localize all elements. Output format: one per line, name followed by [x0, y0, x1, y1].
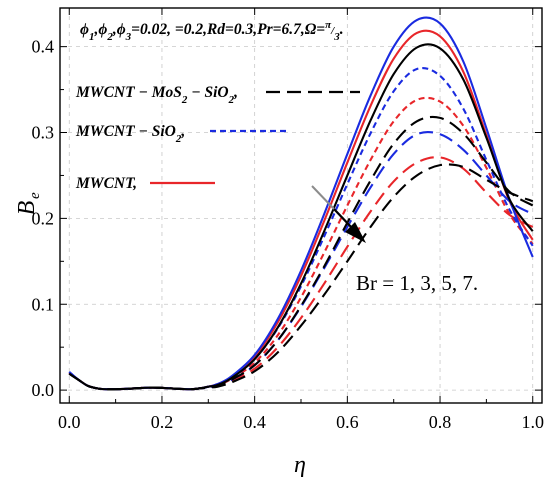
x-tick-label: 0.2 [151, 412, 174, 432]
legend-label-3: MWCNT, [75, 175, 137, 192]
series-line-6 [68, 130, 534, 391]
x-tick-label: 0.0 [58, 412, 81, 432]
x-tick-label: 1.0 [521, 412, 544, 432]
y-axis-label: B [14, 200, 40, 215]
series-line-9 [68, 163, 534, 391]
annotation-arrowhead [345, 222, 366, 243]
legend: MWCNT − MoS2 − SiO2, MWCNT − SiO2, MWCNT, [75, 84, 360, 192]
y-tick-label: 0.0 [32, 380, 55, 400]
annotation-label: Br = 1, 3, 5, 7. [356, 271, 478, 295]
series-line-8 [68, 115, 534, 391]
series-group [68, 16, 534, 391]
legend-label-2: MWCNT − SiO2, [75, 123, 185, 145]
annotation-arrow-shaft-dark [333, 208, 353, 229]
x-tick-label: 0.8 [429, 412, 452, 432]
x-axis-label: η [294, 452, 306, 478]
y-axis-title: B e [14, 192, 43, 215]
x-tick-label: 0.6 [336, 412, 359, 432]
annotation: Br = 1, 3, 5, 7. [311, 185, 478, 295]
axis-ticks: 0.0 0.2 0.4 0.6 0.8 1.0 0.0 0.1 0.2 0.3 0.4 [32, 8, 544, 432]
legend-label-1: MWCNT − MoS2 − SiO2, [75, 84, 238, 106]
y-tick-label: 0.4 [32, 37, 55, 57]
y-axis-label-subscript: e [27, 192, 43, 199]
parameter-text: ϕ1,ϕ2,ϕ3=0.02, =0.2,Rd=0.3,Pr=6.7,Ω=π/3. [80, 19, 344, 43]
x-tick-label: 0.4 [243, 412, 266, 432]
y-tick-label: 0.3 [32, 123, 55, 143]
y-tick-label: 0.2 [32, 208, 55, 228]
series-line-2 [68, 96, 534, 391]
series-line-5 [68, 66, 534, 391]
plot-frame [59, 7, 543, 404]
y-tick-label: 0.1 [32, 294, 55, 314]
grid [60, 8, 542, 403]
